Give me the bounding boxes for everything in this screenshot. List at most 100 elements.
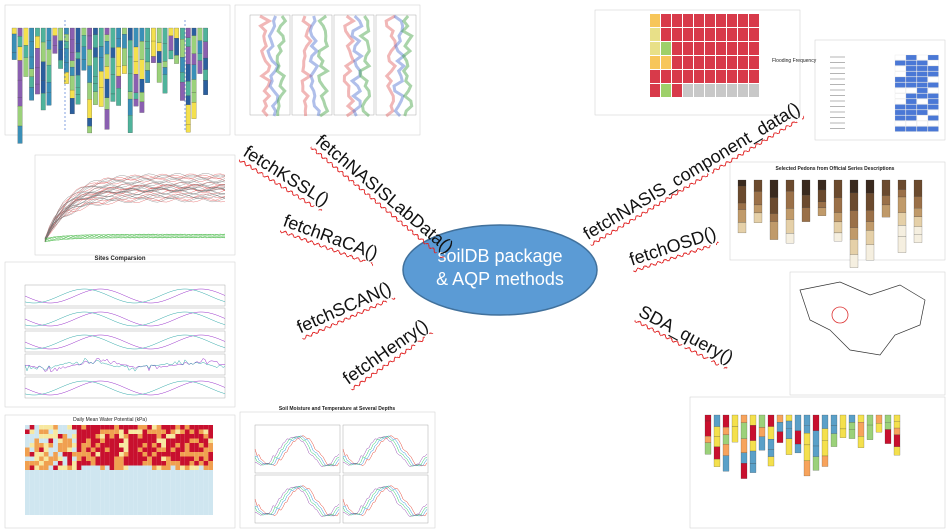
- cell: [189, 510, 195, 515]
- horizon: [197, 27, 203, 41]
- cell: [57, 434, 63, 439]
- cell: [43, 492, 49, 497]
- series: [342, 486, 428, 517]
- cell: [123, 443, 129, 448]
- cell: [180, 456, 185, 461]
- cell: [95, 470, 101, 475]
- cell: [184, 506, 190, 511]
- cell: [151, 492, 157, 497]
- horizon: [127, 98, 133, 116]
- cell: [86, 434, 91, 439]
- cell: [90, 483, 96, 488]
- horizon: [127, 40, 133, 58]
- cell: [34, 492, 40, 497]
- cell: [72, 438, 77, 443]
- cell: [62, 501, 68, 506]
- panel: [333, 14, 375, 116]
- cell: [109, 492, 115, 497]
- cell: [203, 492, 209, 497]
- cell: [90, 501, 96, 506]
- cell: [147, 465, 152, 470]
- horizon: [884, 414, 892, 423]
- horizon: [122, 34, 127, 49]
- cell: [916, 60, 928, 66]
- cell: [184, 510, 190, 515]
- cell: [48, 429, 54, 434]
- cell: [705, 56, 715, 69]
- cell: [161, 479, 166, 484]
- horizon: [191, 64, 197, 80]
- cell: [29, 497, 35, 502]
- horizon: [98, 57, 104, 72]
- cell: [34, 474, 40, 479]
- cell: [39, 474, 44, 479]
- horizon: [75, 87, 81, 95]
- cell: [170, 447, 176, 452]
- horizon: [785, 208, 795, 220]
- cell: [198, 488, 204, 493]
- horizon: [785, 219, 795, 234]
- horizon: [794, 430, 802, 445]
- cell: [25, 429, 30, 434]
- horizon: [40, 41, 46, 62]
- cell: [90, 438, 96, 443]
- cell: [39, 488, 44, 493]
- horizon: [40, 61, 46, 81]
- horizon: [87, 99, 93, 119]
- horizon: [803, 433, 811, 446]
- cell: [48, 497, 54, 502]
- cell: [43, 456, 49, 461]
- horizon: [98, 27, 104, 47]
- cell: [76, 438, 82, 443]
- cell: [104, 506, 110, 511]
- horizon: [801, 195, 811, 208]
- cell: [175, 497, 181, 502]
- cell: [142, 456, 148, 461]
- cell: [25, 483, 30, 488]
- horizon: [893, 427, 901, 435]
- horizon: [830, 425, 838, 434]
- cell: [175, 510, 181, 515]
- cell: [208, 443, 213, 448]
- horizon: [52, 27, 58, 36]
- cell: [716, 28, 726, 41]
- cell: [142, 438, 148, 443]
- horizon: [93, 76, 98, 84]
- cell: [128, 506, 134, 511]
- cell: [156, 470, 162, 475]
- cell: [100, 425, 105, 430]
- cell: [43, 483, 49, 488]
- horizon: [46, 64, 52, 83]
- cell: [81, 447, 87, 452]
- cell: [194, 456, 199, 461]
- cell: [90, 456, 96, 461]
- horizon: [191, 35, 197, 54]
- cell: [151, 470, 157, 475]
- cell: [133, 461, 138, 466]
- cell: [189, 443, 195, 448]
- cell: [180, 506, 185, 511]
- horizon: [803, 460, 811, 477]
- cell: [208, 501, 213, 506]
- cell: [905, 65, 917, 72]
- cell: [81, 510, 87, 515]
- cell: [100, 488, 105, 493]
- horizon: [127, 115, 133, 133]
- cell: [90, 497, 96, 502]
- cell: [39, 497, 44, 502]
- cell: [25, 438, 30, 443]
- cell: [62, 497, 68, 502]
- cell: [128, 488, 134, 493]
- curve: [44, 187, 226, 239]
- cell: [175, 461, 181, 466]
- horizon: [162, 67, 168, 75]
- curve: [44, 233, 226, 242]
- cell: [34, 438, 40, 443]
- cell: [166, 452, 171, 457]
- cell: [100, 479, 105, 484]
- cell: [123, 479, 129, 484]
- cell: [67, 497, 72, 502]
- cell: [133, 501, 138, 506]
- cell: [198, 479, 204, 484]
- cell: [184, 452, 190, 457]
